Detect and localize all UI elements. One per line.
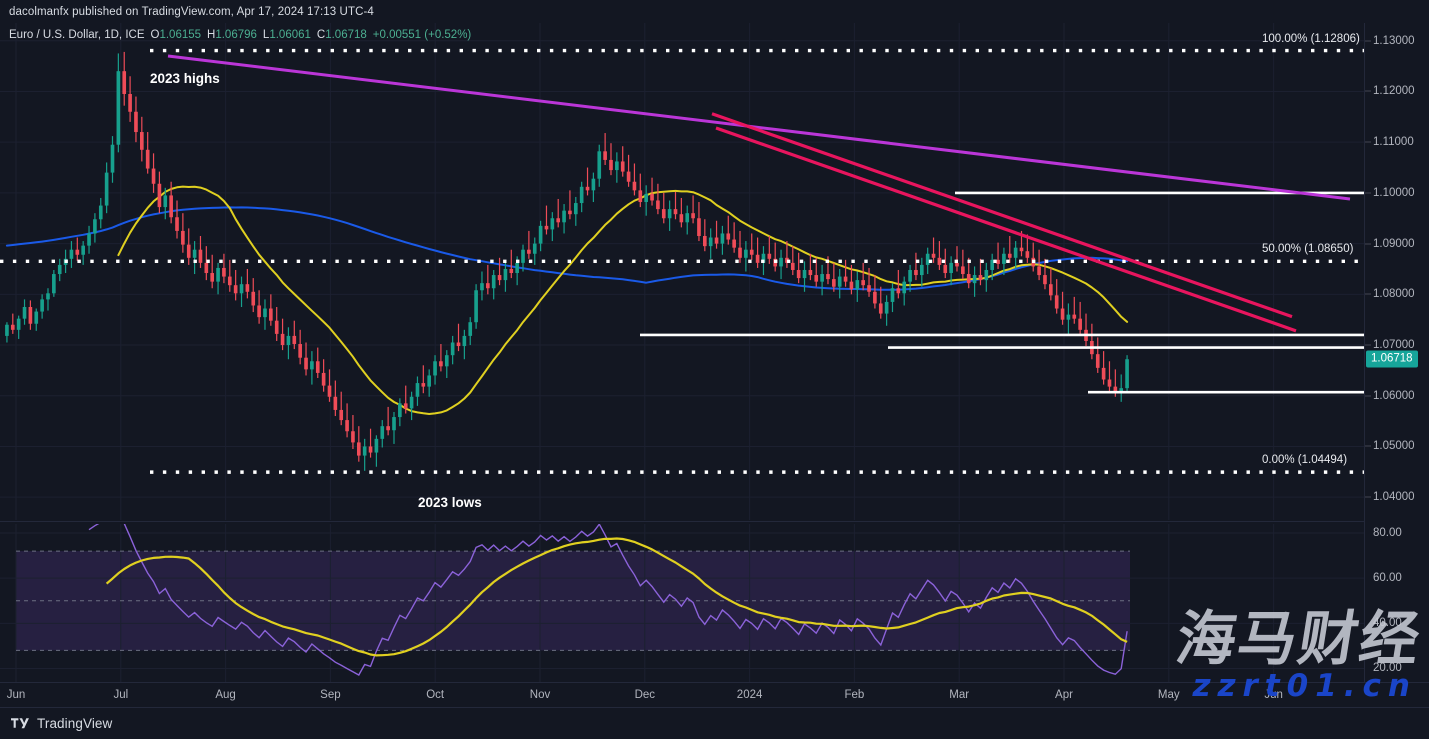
- time-axis-tick: Dec: [634, 689, 656, 701]
- time-axis-tick: Sep: [320, 689, 341, 701]
- price-axis[interactable]: 1.13000 1.12000 1.11000 1.10000 1.09000 1.080…: [1364, 23, 1429, 682]
- price-axis-tick-dash: [1365, 90, 1371, 92]
- time-axis-tick: Nov: [529, 689, 551, 701]
- close-value: C1.06718: [316, 29, 367, 41]
- tradingview-wordmark: TradingView: [37, 716, 113, 731]
- time-axis-tick: Jul: [113, 689, 129, 701]
- price-axis-tick: 1.09000: [1373, 237, 1415, 250]
- rsi-axis-tick: 40.00: [1373, 617, 1402, 630]
- price-axis-tick-dash: [1365, 243, 1371, 245]
- time-axis-tick: May: [1157, 689, 1180, 701]
- attribution-bar: dacolmanfx published on TradingView.com,…: [0, 0, 1429, 23]
- price-axis-tick: 1.07000: [1373, 339, 1415, 352]
- price-axis-tick: 1.08000: [1373, 288, 1415, 301]
- rsi-axis-tick: 80.00: [1373, 527, 1402, 540]
- price-chart-canvas: [0, 23, 1364, 520]
- price-axis-tick-dash: [1365, 496, 1371, 498]
- fib-level-label: 50.00% (1.08650): [1262, 243, 1354, 256]
- open-value: O1.06155: [150, 29, 202, 41]
- fib-level-label: 0.00% (1.04494): [1262, 454, 1348, 467]
- chart-legend: Euro / U.S. Dollar, 1D, ICE O1.06155 H1.…: [9, 29, 471, 41]
- rsi-axis-tick: 60.00: [1373, 572, 1402, 585]
- bottom-bar: TradingView: [0, 707, 1429, 739]
- time-axis-tick: Apr: [1055, 689, 1073, 701]
- price-axis-tick-dash: [1365, 344, 1371, 346]
- price-axis-tick: 1.06000: [1373, 389, 1415, 402]
- high-value: H1.06796: [207, 29, 257, 41]
- price-axis-tick-dash: [1365, 141, 1371, 143]
- price-axis-tick: 1.12000: [1373, 85, 1415, 98]
- price-axis-tick: 1.13000: [1373, 34, 1415, 47]
- time-axis-tick: Oct: [426, 689, 445, 701]
- time-axis-tick: 2024: [736, 689, 763, 701]
- rsi-pane[interactable]: [0, 524, 1364, 682]
- rsi-axis-tick: 20.00: [1373, 662, 1402, 675]
- price-axis-tick: 1.11000: [1373, 136, 1414, 149]
- fib-level-label: 100.00% (1.12806): [1262, 32, 1360, 45]
- tradingview-logo[interactable]: TradingView: [11, 716, 112, 731]
- pane-divider: [0, 521, 1364, 522]
- chart-annotation-2[interactable]: 2023 lows: [418, 495, 482, 510]
- time-axis[interactable]: Jun Jul Aug Sep Oct Nov Dec 2024 Feb Mar Apr May Jun: [0, 682, 1429, 708]
- price-axis-tick-dash: [1365, 40, 1371, 42]
- price-pane[interactable]: 100.00% (1.12806) 50.00% (1.08650) 0.00% (…: [0, 23, 1364, 520]
- price-axis-tick: 1.04000: [1373, 491, 1415, 504]
- price-axis-tick-dash: [1365, 192, 1371, 194]
- tradingview-mark-icon: [11, 718, 29, 729]
- change-value: +0.00551 (+0.52%): [372, 29, 472, 41]
- time-axis-tick: Feb: [844, 689, 865, 701]
- symbol-label[interactable]: Euro / U.S. Dollar, 1D, ICE: [9, 29, 145, 41]
- price-axis-tick-dash: [1365, 395, 1371, 397]
- time-axis-tick: Jun: [1264, 689, 1283, 701]
- attribution-text: dacolmanfx published on TradingView.com,…: [9, 5, 374, 18]
- price-axis-tick: 1.05000: [1373, 440, 1415, 453]
- rsi-chart-canvas: [0, 524, 1364, 682]
- price-axis-tick-dash: [1365, 445, 1371, 447]
- low-value: L1.06061: [262, 29, 311, 41]
- time-axis-tick: Mar: [949, 689, 970, 701]
- price-axis-tick: 1.10000: [1373, 186, 1415, 199]
- price-axis-tick-dash: [1365, 293, 1371, 295]
- current-price-badge: 1.06718: [1366, 350, 1418, 368]
- chart-annotation-1[interactable]: 2023 highs: [150, 71, 220, 86]
- time-axis-tick: Aug: [215, 689, 236, 701]
- time-axis-tick: Jun: [6, 689, 26, 701]
